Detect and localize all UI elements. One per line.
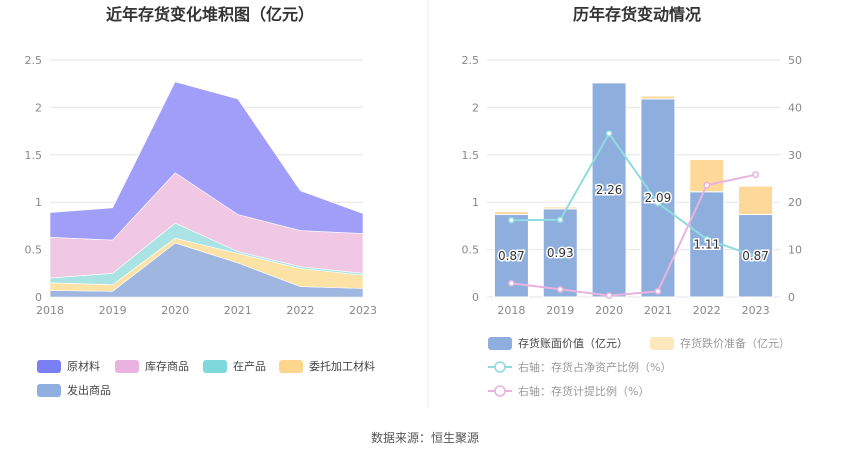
line-point (654, 199, 662, 207)
chart-left-title: 近年存货变化堆积图（亿元） (106, 5, 314, 24)
legend-swatch-marker (494, 361, 506, 373)
left-x-tick-label: 2018 (36, 304, 64, 317)
line-point (508, 216, 515, 224)
line-右轴：存货占净资产比例（%） (511, 131, 756, 258)
left-area-series (49, 81, 364, 298)
legend-swatch (37, 384, 61, 397)
line-point (752, 171, 759, 179)
right-y2-tick-label: 30 (788, 149, 802, 162)
right-y2-tick-label: 20 (788, 196, 802, 209)
left-y-ticks: 0 0.5 1 1.5 2 2.5 (25, 54, 43, 304)
bar-data-label: 0.87 (742, 249, 769, 263)
bar-inventory-value (591, 82, 627, 298)
line-point (605, 130, 613, 137)
legend-label: 右轴：存货计提比例（%） (518, 384, 649, 398)
right-x-ticks: 2018 2019 2020 2021 2022 2023 (497, 304, 769, 317)
left-x-tick-label: 2020 (161, 304, 189, 317)
right-x-tick-label: 2023 (742, 304, 770, 317)
right-bars (493, 81, 774, 298)
bar-data-label: 0.87 (498, 249, 525, 263)
legend-swatch (650, 337, 674, 350)
legend-swatch (115, 360, 139, 373)
line-point (703, 181, 711, 189)
right-x-tick-label: 2020 (595, 304, 623, 317)
right-lines (508, 130, 759, 299)
legend-label: 在产品 (233, 359, 266, 373)
data-source-note: 数据来源：恒生聚源 (371, 430, 479, 445)
right-y2-tick-label: 10 (788, 244, 802, 257)
left-y-tick-label: 0.5 (25, 244, 43, 257)
legend-label: 发出商品 (67, 383, 111, 397)
line-point (703, 235, 711, 243)
left-y-tick-label: 1.5 (25, 149, 43, 162)
bar-impairment-reserve (542, 206, 578, 210)
legend-label: 委托加工材料 (309, 359, 375, 373)
left-x-tick-label: 2019 (99, 304, 127, 317)
line-point (605, 292, 613, 299)
left-x-tick-label: 2021 (224, 304, 252, 317)
legend-swatch (279, 360, 303, 373)
chart-right-title: 历年存货变动情况 (573, 5, 701, 24)
line-point (752, 252, 759, 260)
right-legend: 存货账面价值（亿元） 存货跌价准备（亿元） 右轴：存货占净资产比例（%） 右轴：存货计… (488, 336, 790, 398)
line-右轴：存货计提比例（%） (511, 173, 756, 297)
right-x-tick-label: 2021 (644, 304, 672, 317)
area-原材料 (49, 81, 364, 241)
left-y-tick-label: 2.5 (25, 54, 43, 67)
legend-label: 存货跌价准备（亿元） (680, 336, 790, 350)
right-y-tick-label: 2.5 (462, 54, 480, 67)
left-y-tick-label: 2 (35, 101, 42, 114)
bar-data-label: 2.26 (596, 183, 623, 197)
left-x-ticks: 2018 2019 2020 2021 2022 2023 (36, 304, 377, 317)
bar-data-label: 0.93 (547, 246, 574, 260)
left-y-tick-label: 0 (35, 291, 42, 304)
legend-swatch (488, 337, 512, 350)
line-point (508, 279, 515, 287)
right-gridlines (487, 59, 780, 298)
legend-swatch (37, 360, 61, 373)
right-y2-ticks: 0 10 20 30 40 50 (788, 54, 802, 304)
left-y-tick-label: 1 (35, 196, 42, 209)
right-y2-tick-label: 40 (788, 101, 802, 114)
right-y-tick-label: 1 (472, 196, 479, 209)
bar-impairment-reserve (591, 81, 627, 84)
line-point (556, 216, 564, 224)
right-y2-tick-label: 50 (788, 54, 802, 67)
right-y-tick-label: 0 (472, 291, 479, 304)
right-y-tick-label: 1.5 (462, 149, 480, 162)
legend-label: 右轴：存货占净资产比例（%） (518, 360, 671, 374)
right-y-ticks: 0 0.5 1 1.5 2 2.5 (462, 54, 480, 304)
line-point (556, 286, 564, 293)
right-x-tick-label: 2018 (497, 304, 525, 317)
legend-label: 存货账面价值（亿元） (518, 336, 628, 350)
legend-label: 原材料 (67, 359, 100, 373)
line-point (654, 287, 662, 295)
legend-label: 库存商品 (145, 359, 189, 373)
legend-swatch-marker (494, 385, 506, 397)
legend-swatch (203, 360, 227, 373)
bar-impairment-reserve (493, 211, 529, 216)
right-x-tick-label: 2019 (546, 304, 574, 317)
right-y2-tick-label: 0 (788, 291, 795, 304)
right-bar-labels: 0.87 0.93 2.26 2.09 1.11 0.87 (497, 181, 771, 264)
right-x-tick-label: 2022 (693, 304, 721, 317)
right-y-tick-label: 0.5 (462, 244, 480, 257)
right-y-tick-label: 2 (472, 101, 479, 114)
bar-data-label: 1.11 (693, 237, 720, 251)
bar-data-label: 2.09 (645, 191, 672, 205)
left-x-tick-label: 2023 (349, 304, 377, 317)
bar-impairment-reserve (640, 95, 676, 100)
bar-impairment-reserve (738, 185, 774, 216)
left-x-tick-label: 2022 (286, 304, 314, 317)
